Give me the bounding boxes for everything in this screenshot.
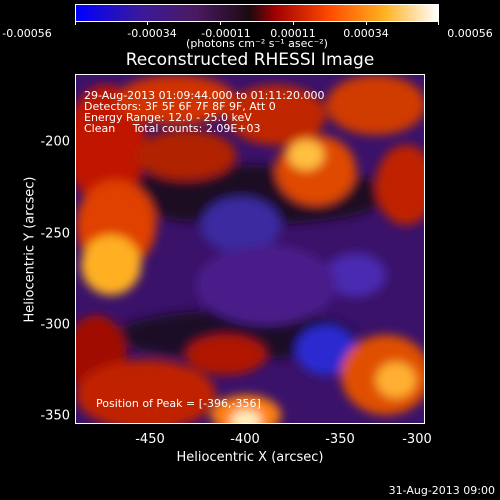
overlay-clean-counts: Clean Total counts: 2.09E+03 xyxy=(84,122,261,135)
rhessi-image-map: 29-Aug-2013 01:09:44.000 to 01:11:20.000… xyxy=(76,75,424,423)
image-title: Reconstructed RHESSI Image xyxy=(125,50,375,70)
x-tick-label: -300 xyxy=(402,432,432,447)
colorbar-tick xyxy=(75,21,76,25)
y-tick-label: -250 xyxy=(40,226,70,242)
colorbar-tick xyxy=(293,21,294,25)
overlay-time-range: 29-Aug-2013 01:09:44.000 to 01:11:20.000 xyxy=(84,89,325,102)
x-tick-label: -450 xyxy=(135,432,165,447)
colorbar-gradient xyxy=(76,5,438,21)
x-axis-label: Heliocentric X (arcsec) xyxy=(176,450,324,465)
y-tick-label: -200 xyxy=(40,134,70,150)
y-axis-label: Heliocentric Y (arcsec) xyxy=(22,176,38,323)
x-tick-label: -350 xyxy=(325,432,355,447)
colorbar-tick-label: -0.00011 xyxy=(201,27,251,40)
colorbar-tick xyxy=(366,21,367,25)
colorbar-tick-label: 0.00011 xyxy=(270,27,316,40)
overlay-peak-position: Position of Peak = [-396,-356] xyxy=(96,397,261,410)
y-tick-label: -350 xyxy=(40,408,70,424)
x-tick-label: -400 xyxy=(230,432,260,447)
colorbar-units: (photons cm⁻² s⁻¹ asec⁻²) xyxy=(186,37,328,50)
rhessi-image-panel: 29-Aug-2013 01:09:44.000 to 01:11:20.000… xyxy=(75,74,425,424)
colorbar-tick-label: 0.00034 xyxy=(343,27,389,40)
colorbar-tick-label: 0.00056 xyxy=(447,27,493,40)
colorbar-tick xyxy=(438,21,439,25)
colorbar-tick-label: -0.00056 xyxy=(2,27,52,40)
y-tick-label: -300 xyxy=(40,317,70,333)
overlay-detectors: Detectors: 3F 5F 6F 7F 8F 9F, Att 0 xyxy=(84,100,276,113)
generation-timestamp: 31-Aug-2013 09:00 xyxy=(388,484,495,497)
colorbar-tick xyxy=(220,21,221,25)
colorbar xyxy=(75,4,439,22)
colorbar-tick-label: -0.00034 xyxy=(127,27,177,40)
colorbar-tick xyxy=(147,21,148,25)
overlay-energy-range: Energy Range: 12.0 - 25.0 keV xyxy=(84,111,252,124)
